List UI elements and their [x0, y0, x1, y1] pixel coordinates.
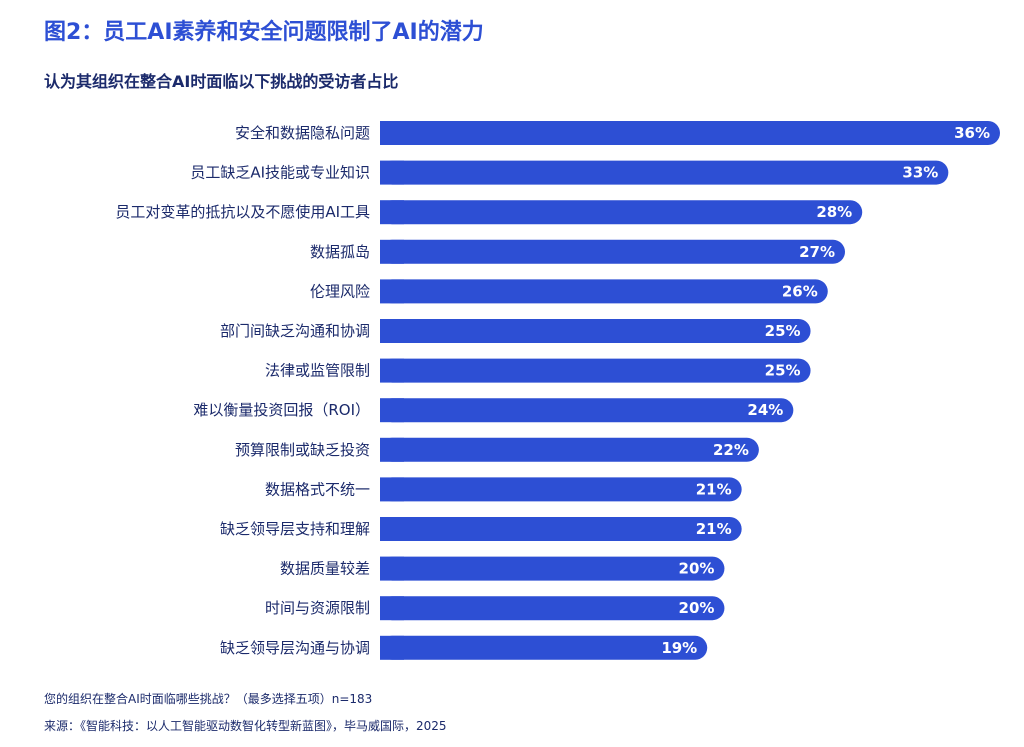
horizontal-bar-chart: 安全和数据隐私问题 36% 员工缺乏AI技能或专业知识 33% 员工对变革的抵抗以及不愿…: [115, 121, 1000, 660]
value-label: 33%: [902, 164, 938, 182]
category-label: 数据格式不统一: [265, 480, 370, 498]
bar: [380, 517, 742, 541]
bar: [380, 477, 742, 502]
value-label: 21%: [696, 520, 732, 538]
bar-left-edge: [380, 635, 404, 660]
bar: [380, 398, 794, 423]
bar: [380, 358, 811, 383]
bar-left-edge: [380, 279, 404, 304]
bar-left-edge: [380, 160, 404, 185]
value-label: 25%: [765, 362, 801, 380]
chart-title: 图2：员工AI素养和安全问题限制了AI的潜力: [44, 20, 484, 45]
bar: [380, 121, 1000, 145]
value-label: 27%: [799, 243, 835, 261]
bar: [380, 160, 949, 185]
value-label: 36%: [954, 124, 990, 142]
bar: [380, 279, 828, 304]
category-label: 数据孤岛: [310, 243, 370, 261]
category-label: 伦理风险: [310, 282, 370, 300]
bar-left-edge: [380, 477, 404, 502]
value-label: 24%: [747, 401, 783, 419]
survey-question-footnote: 您的组织在整合AI时面临哪些挑战？（最多选择五项）n=183: [44, 692, 373, 706]
category-label: 缺乏领导层支持和理解: [220, 520, 370, 538]
source-note: 来源：《智能科技：以人工智能驱动数智化转型新蓝图》，毕马威国际，2025: [44, 719, 447, 733]
category-label: 预算限制或缺乏投资: [235, 441, 370, 459]
bar: [380, 437, 759, 462]
category-label: 部门间缺乏沟通和协调: [220, 322, 370, 340]
category-label: 缺乏领导层沟通与协调: [220, 639, 370, 657]
bar: [380, 239, 845, 264]
value-label: 25%: [765, 322, 801, 340]
bar-left-edge: [380, 200, 404, 225]
value-label: 22%: [713, 441, 749, 459]
bar-left-edge: [380, 239, 404, 264]
category-label: 员工缺乏AI技能或专业知识: [190, 164, 370, 182]
bar-left-edge: [380, 596, 404, 621]
bar-left-edge: [380, 517, 404, 541]
value-label: 26%: [782, 282, 818, 300]
value-label: 21%: [696, 480, 732, 498]
category-label: 安全和数据隐私问题: [235, 124, 370, 142]
bar-left-edge: [380, 358, 404, 383]
value-label: 28%: [816, 203, 852, 221]
bar: [380, 596, 725, 621]
category-label: 时间与资源限制: [265, 599, 370, 617]
bar-left-edge: [380, 398, 404, 423]
category-label: 数据质量较差: [280, 560, 370, 578]
bar-left-edge: [380, 556, 404, 581]
bar-left-edge: [380, 437, 404, 462]
category-label: 法律或监管限制: [265, 362, 370, 380]
category-label: 难以衡量投资回报（ROI）: [193, 401, 370, 419]
category-label: 员工对变革的抵抗以及不愿使用AI工具: [115, 203, 370, 221]
bar: [380, 635, 708, 660]
bar: [380, 319, 811, 343]
value-label: 20%: [679, 599, 715, 617]
value-label: 19%: [661, 639, 697, 657]
bar: [380, 200, 863, 225]
bar: [380, 556, 725, 581]
bar-left-edge: [380, 121, 404, 145]
value-label: 20%: [679, 560, 715, 578]
bar-left-edge: [380, 319, 404, 343]
chart-subtitle: 认为其组织在整合AI时面临以下挑战的受访者占比: [44, 72, 399, 91]
